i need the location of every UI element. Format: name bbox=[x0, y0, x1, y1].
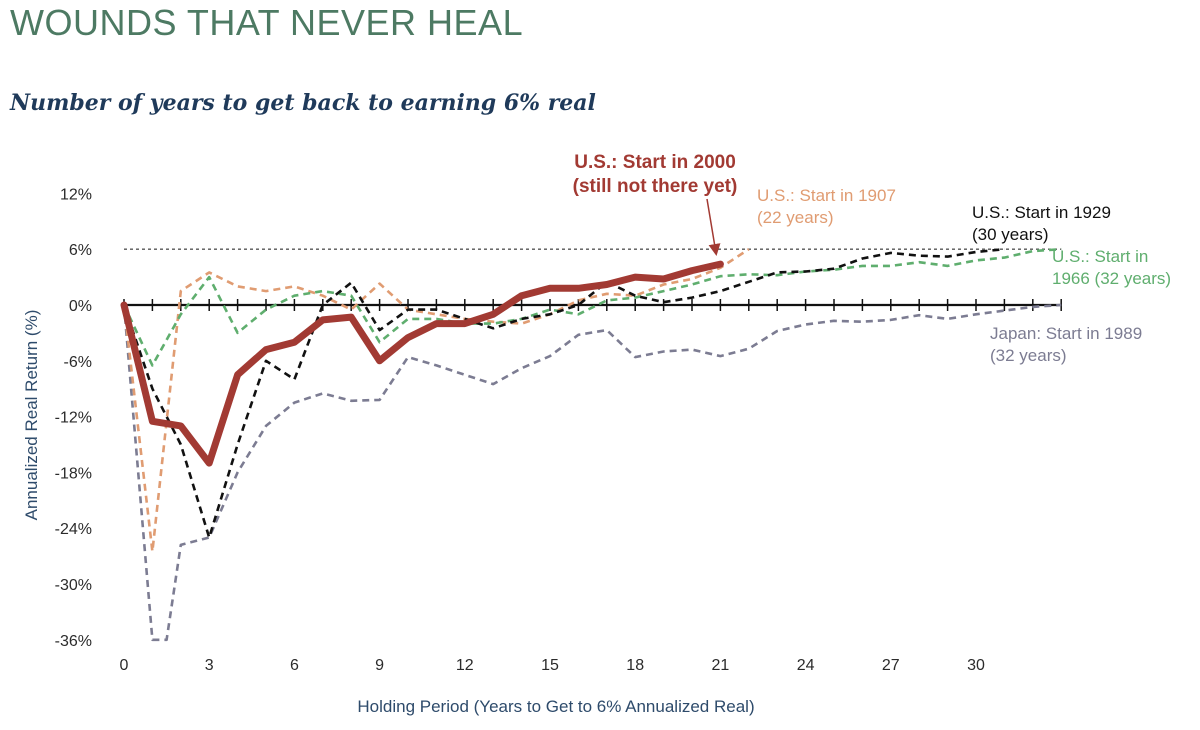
y-tick-label: 0% bbox=[69, 298, 92, 315]
annotation-line: U.S.: Start in 1907 bbox=[757, 186, 896, 205]
x-tick-label: 15 bbox=[541, 657, 559, 674]
x-tick-label: 27 bbox=[882, 657, 900, 674]
series-annotation: Japan: Start in 1989 (32 years) bbox=[990, 324, 1142, 365]
x-tick-label: 6 bbox=[290, 657, 299, 674]
x-tick-label: 12 bbox=[456, 657, 474, 674]
series-line-u-s-start-in-1966 bbox=[122, 247, 1062, 367]
series-line-u-s-start-in-2000 bbox=[120, 260, 724, 467]
series-annotation: U.S.: Start in 1966 (32 years) bbox=[1052, 247, 1171, 288]
y-tick-label: 6% bbox=[69, 242, 92, 259]
annotation-line: (still not there yet) bbox=[573, 176, 738, 197]
annotation-line: (32 years) bbox=[990, 346, 1067, 365]
series-line-japan-start-in-1989 bbox=[122, 303, 1062, 642]
annotation-arrow bbox=[706, 198, 721, 256]
x-tick-label: 21 bbox=[712, 657, 730, 674]
y-tick-label: -30% bbox=[55, 577, 92, 594]
x-tick-label: 30 bbox=[967, 657, 985, 674]
series-annotation: U.S.: Start in 2000 (still not there yet) bbox=[573, 152, 738, 197]
y-tick-label: -6% bbox=[64, 354, 92, 371]
x-tick-label: 3 bbox=[205, 657, 214, 674]
series-annotation: U.S.: Start in 1929 (30 years) bbox=[972, 203, 1111, 244]
annotation-line: Japan: Start in 1989 bbox=[990, 324, 1142, 343]
x-tick-label: 18 bbox=[626, 657, 644, 674]
x-axis-title: Holding Period (Years to Get to 6% Annua… bbox=[357, 697, 754, 716]
x-tick-label: 9 bbox=[375, 657, 384, 674]
annotation-line: U.S.: Start in 1929 bbox=[972, 203, 1111, 222]
y-tick-label: -18% bbox=[55, 465, 92, 482]
annotation-line: U.S.: Start in bbox=[1052, 247, 1148, 266]
annotation-line: (30 years) bbox=[972, 225, 1049, 244]
annotation-line: U.S.: Start in 2000 bbox=[574, 152, 736, 173]
annotation-line: (22 years) bbox=[757, 208, 834, 227]
y-axis-title: Annualized Real Return (%) bbox=[22, 310, 41, 521]
x-tick-label: 0 bbox=[120, 657, 129, 674]
y-tick-label: -24% bbox=[55, 521, 92, 538]
y-tick-label: -12% bbox=[55, 410, 92, 427]
page-title: WOUNDS THAT NEVER HEAL bbox=[10, 2, 524, 43]
chart-subtitle: Number of years to get back to earning 6… bbox=[10, 90, 596, 116]
series-line-u-s-start-in-1929 bbox=[122, 247, 1005, 539]
y-tick-label: 12% bbox=[60, 186, 92, 203]
series-line-u-s-start-in-1907 bbox=[122, 248, 750, 553]
y-tick-label: -36% bbox=[55, 633, 92, 650]
x-tick-label: 24 bbox=[797, 657, 815, 674]
annotation-line: 1966 (32 years) bbox=[1052, 269, 1171, 288]
series-annotation: U.S.: Start in 1907 (22 years) bbox=[757, 186, 896, 227]
